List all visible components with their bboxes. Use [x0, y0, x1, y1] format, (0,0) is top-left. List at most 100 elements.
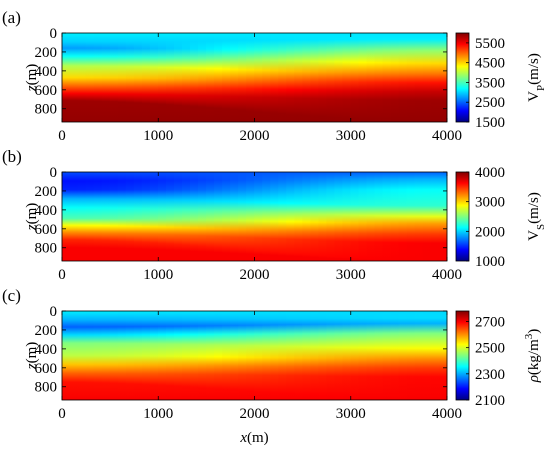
field-strip — [165, 311, 175, 400]
y-tick-label: 0 — [50, 304, 58, 320]
colorbar-tick-label: 5500 — [475, 36, 505, 52]
y-tick-label: 600 — [35, 83, 58, 99]
colorbar-tick-label: 1500 — [475, 115, 505, 131]
colorbar-label-part: (m/s) — [526, 192, 542, 224]
field-strip — [61, 311, 71, 400]
field-strip — [230, 33, 239, 122]
field-strip — [342, 311, 352, 400]
x-tick-label: 1000 — [143, 267, 173, 283]
x-tick-label: 0 — [58, 128, 66, 144]
field-strip — [350, 33, 360, 122]
field-strip — [85, 172, 95, 261]
field-strip — [182, 33, 191, 122]
field-strip — [318, 33, 327, 122]
x-tick-label: 2000 — [240, 267, 270, 283]
x-axis-label: x(m) — [239, 430, 268, 446]
field-strip — [430, 311, 440, 400]
y-axis-label: z(m) — [24, 64, 40, 93]
field-strip — [430, 33, 440, 122]
colorbar-label-part: V — [526, 230, 542, 241]
field-strip — [294, 311, 303, 400]
field-strip — [382, 172, 392, 261]
field-strip — [69, 33, 79, 122]
y-axis-label: z(m) — [24, 342, 40, 371]
x-tick-label: 2000 — [240, 406, 270, 422]
field-strip — [206, 172, 215, 261]
field-image — [61, 311, 448, 400]
field-strip — [374, 33, 384, 122]
field-strip — [302, 33, 311, 122]
panel-label: (a) — [2, 8, 21, 27]
field-strip — [165, 172, 175, 261]
field-strip — [366, 311, 376, 400]
field-strip — [85, 311, 95, 400]
field-strip — [278, 172, 287, 261]
field-strip — [133, 311, 143, 400]
field-strip — [157, 311, 167, 400]
field-strip — [334, 33, 344, 122]
colorbar-tick-label: 1000 — [475, 254, 505, 270]
x-tick-label: 0 — [58, 406, 66, 422]
x-tick-label: 4000 — [432, 267, 462, 283]
field-strip — [109, 33, 119, 122]
field-strip — [270, 172, 279, 261]
field-strip — [350, 311, 360, 400]
field-strip — [366, 33, 376, 122]
field-strip — [125, 311, 135, 400]
y-tick-label: 200 — [35, 45, 58, 61]
field-strip — [141, 172, 151, 261]
y-tick-label: 800 — [35, 241, 58, 257]
colorbar-tick-label: 2500 — [475, 95, 505, 111]
y-axis-var: z — [24, 224, 40, 231]
field-strip — [398, 33, 408, 122]
field-strip — [254, 311, 263, 400]
field-strip — [149, 311, 159, 400]
x-tick-label: 1000 — [143, 406, 173, 422]
field-strip — [390, 311, 400, 400]
field-strip — [206, 311, 215, 400]
panel-label: (b) — [2, 147, 22, 166]
y-tick-label: 600 — [35, 361, 58, 377]
field-strip — [262, 33, 271, 122]
field-strip — [414, 33, 424, 122]
field-strip — [133, 33, 143, 122]
field-strip — [182, 172, 191, 261]
y-tick-label: 400 — [35, 342, 58, 358]
y-axis-unit: (m) — [24, 64, 40, 86]
field-strip — [310, 311, 319, 400]
field-strip — [422, 311, 432, 400]
field-strip — [157, 33, 167, 122]
field-strip — [93, 33, 103, 122]
field-strip — [278, 311, 287, 400]
field-strip — [406, 172, 416, 261]
field-strip — [438, 311, 448, 400]
field-strip — [318, 311, 327, 400]
field-strip — [286, 311, 295, 400]
field-strip — [326, 311, 336, 400]
field-strip — [93, 311, 103, 400]
colorbar-label: VS(m/s) — [526, 192, 547, 241]
field-strip — [222, 311, 231, 400]
colorbar-tick-label: 2300 — [475, 367, 505, 383]
y-axis-var: z — [24, 363, 40, 370]
field-strip — [117, 311, 127, 400]
field-strip — [398, 311, 408, 400]
field-strip — [246, 33, 255, 122]
field-strip — [398, 172, 408, 261]
field-strip — [414, 172, 424, 261]
field-strip — [214, 172, 223, 261]
field-strip — [149, 172, 159, 261]
colorbar-tick-label: 2000 — [475, 224, 505, 240]
colorbar — [455, 32, 470, 123]
field-strip — [214, 33, 223, 122]
y-tick-label: 800 — [35, 380, 58, 396]
colorbar-label-part: (m/s) — [526, 53, 542, 85]
field-strip — [173, 33, 183, 122]
field-strip — [198, 172, 207, 261]
field-strip — [69, 311, 79, 400]
colorbar-tick-label: 4000 — [475, 165, 505, 181]
colorbar-tick-label: 3000 — [475, 195, 505, 211]
field-strip — [238, 33, 247, 122]
colorbar-tick-label: 2700 — [475, 314, 505, 330]
y-tick-label: 200 — [35, 184, 58, 200]
